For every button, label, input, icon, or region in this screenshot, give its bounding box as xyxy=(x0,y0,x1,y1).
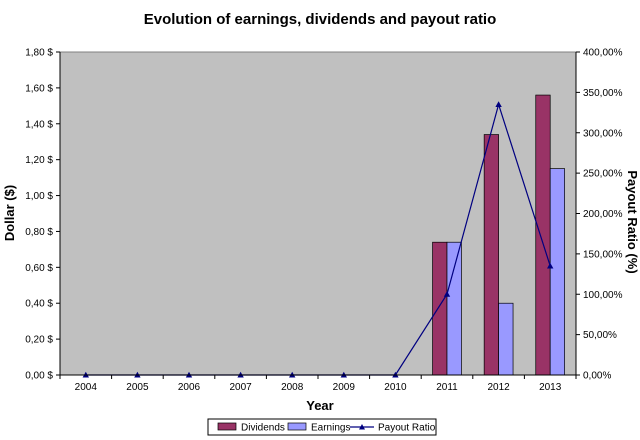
dividends-bar-2011 xyxy=(432,241,448,376)
dividends-bar-2012 xyxy=(483,134,499,376)
legend-label-payout-ratio: Payout Ratio xyxy=(378,423,436,434)
y2-tick-label: 400,00% xyxy=(583,48,623,59)
earnings-bar-2011 xyxy=(446,241,462,376)
y-tick-label: 0,60 $ xyxy=(25,263,53,274)
x-tick-label: 2005 xyxy=(126,382,149,393)
y2-tick-label: 100,00% xyxy=(583,290,623,301)
x-tick-label: 2013 xyxy=(539,382,562,393)
y2-tick-label: 300,00% xyxy=(583,128,623,139)
y2-tick-label: 250,00% xyxy=(583,169,623,180)
y-tick-label: 1,00 $ xyxy=(25,191,53,202)
x-tick-label: 2008 xyxy=(281,382,304,393)
y2-tick-label: 350,00% xyxy=(583,88,623,99)
legend-swatch-dividends xyxy=(217,422,237,431)
earnings-bar-2012 xyxy=(498,302,514,376)
y-tick-label: 0,40 $ xyxy=(25,299,53,310)
x-tick-label: 2012 xyxy=(487,382,510,393)
y-tick-label: 0,20 $ xyxy=(25,335,53,346)
legend-label-earnings: Earnings xyxy=(311,423,350,434)
y2-tick-label: 200,00% xyxy=(583,209,623,220)
payout-ratio-point-2013 xyxy=(547,262,554,269)
y-tick-label: 1,20 $ xyxy=(25,155,53,166)
earnings-bar-2013 xyxy=(549,168,565,376)
dividends-bar-2013 xyxy=(535,94,551,376)
legend-swatch-earnings xyxy=(287,422,307,431)
x-tick-label: 2006 xyxy=(178,382,201,393)
bars-layer xyxy=(432,94,565,376)
axes-layer: 0,00 $ 0,20 $ 0,40 $ 0,60 $ 0,80 $ 1,00 $ 1,20… xyxy=(25,48,622,394)
y2-tick-label: 150,00% xyxy=(583,249,623,260)
y-tick-label: 0,00 $ xyxy=(25,371,53,382)
y-tick-label: 1,40 $ xyxy=(25,119,53,130)
legend: Dividends Earnings Payout Ratio xyxy=(207,418,437,436)
y2-axis-title: Payout Ratio (%) xyxy=(625,170,640,273)
legend-marker-payout-ratio xyxy=(359,424,365,430)
payout-ratio-point-2012 xyxy=(495,101,502,108)
x-tick-label: 2011 xyxy=(436,382,458,393)
x-tick-label: 2009 xyxy=(333,382,356,393)
y2-tick-label: 50,00% xyxy=(583,330,617,341)
x-tick-label: 2010 xyxy=(384,382,407,393)
x-axis-title: Year xyxy=(306,398,333,413)
y-tick-label: 0,80 $ xyxy=(25,227,53,238)
chart-title: Evolution of earnings, dividends and pay… xyxy=(144,11,497,28)
x-tick-label: 2004 xyxy=(75,382,98,393)
legend-label-dividends: Dividends xyxy=(241,423,285,434)
payout-ratio-point-2011 xyxy=(443,291,451,297)
y-tick-label: 1,80 $ xyxy=(25,48,53,59)
y-tick-label: 1,60 $ xyxy=(25,83,53,94)
y-axis-title: Dollar ($) xyxy=(2,185,17,241)
legend-box xyxy=(207,418,437,436)
x-tick-label: 2007 xyxy=(229,382,252,393)
y2-tick-label: 0,00% xyxy=(583,371,611,382)
